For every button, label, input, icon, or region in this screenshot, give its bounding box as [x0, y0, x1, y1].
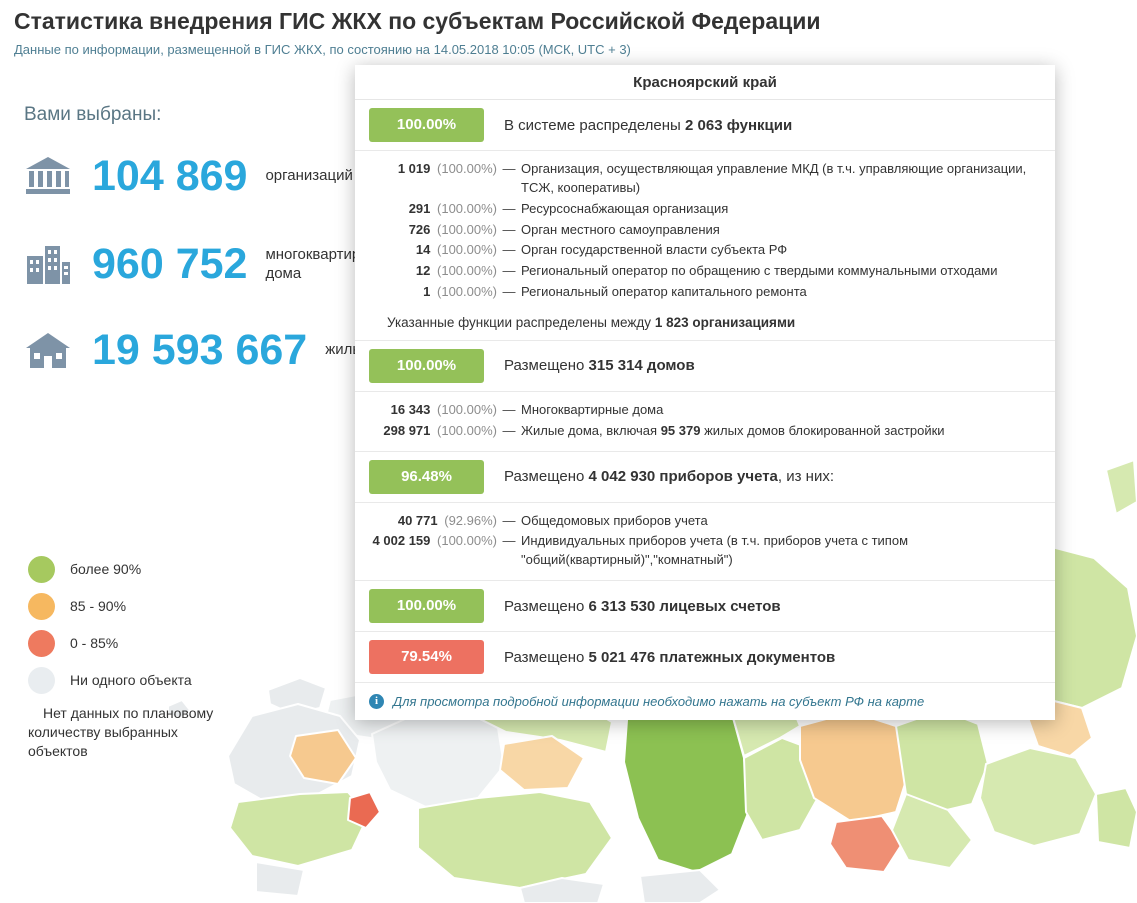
section-title: В системе распределены 2 063 функции	[504, 116, 793, 134]
breakdown-row: 298 971 (100.00%) — Жилые дома, включая …	[383, 422, 945, 438]
page-header: Статистика внедрения ГИС ЖКХ по субъекта…	[14, 8, 1114, 57]
map-region[interactable]	[499, 735, 585, 791]
house-icon	[16, 331, 80, 371]
section-title: Размещено 4 042 930 приборов учета, из н…	[504, 468, 834, 486]
selected-summary-label: Вами выбраны:	[24, 104, 162, 125]
functions-distribution-note: Указанные функции распределены между 1 8…	[387, 314, 796, 330]
popup-section-meters: 96.48% Размещено 4 042 930 приборов учет…	[355, 452, 1055, 582]
map-legend: более 90% 85 - 90% 0 - 85% Ни одного объ…	[28, 556, 223, 771]
legend-swatch-red	[28, 630, 55, 657]
map-region[interactable]	[371, 709, 505, 809]
percent-badge: 100.00%	[369, 348, 484, 383]
section-title: Размещено 315 314 домов	[504, 357, 695, 375]
page-title: Статистика внедрения ГИС ЖКХ по субъекта…	[14, 8, 821, 34]
breakdown-row: 1 (100.00%) — Региональный оператор капи…	[423, 284, 807, 300]
map-region[interactable]	[639, 869, 721, 903]
breakdown-row: 14 (100.00%) — Орган государственной вла…	[415, 242, 788, 258]
legend-swatch-green	[28, 556, 55, 583]
percent-badge: 79.54%	[369, 640, 484, 675]
popup-section-houses: 100.00% Размещено 315 314 домов 16 343 (…	[355, 341, 1055, 452]
stat-value: 19 593 667	[92, 326, 308, 374]
map-region[interactable]	[167, 699, 191, 720]
map-region[interactable]	[255, 861, 305, 897]
section-title: Размещено 5 021 476 платежных документов	[504, 648, 836, 666]
stat-label: организаций	[265, 167, 353, 185]
organization-building-icon	[16, 156, 80, 197]
map-region[interactable]	[229, 791, 369, 867]
legend-item-none: Ни одного объекта	[28, 667, 223, 694]
map-region[interactable]	[347, 791, 381, 829]
percent-badge: 100.00%	[369, 108, 484, 142]
map-region[interactable]	[267, 677, 327, 715]
breakdown-row: 4 002 159 (100.00%) — Индивидуальных при…	[372, 533, 909, 568]
popup-section-functions: 100.00% В системе распределены 2 063 фун…	[355, 100, 1055, 341]
data-as-of-subtitle: Данные по информации, размещенной в ГИС …	[14, 42, 631, 57]
legend-item-no-data: Нет данных по плановому количеству выбра…	[28, 705, 214, 759]
legend-item-green: более 90%	[28, 556, 223, 583]
legend-item-red: 0 - 85%	[28, 630, 223, 657]
popup-section-accounts: 100.00% Размещено 6 313 530 лицевых счет…	[355, 581, 1055, 633]
breakdown-row: 291 (100.00%) — Ресурсоснабжающая органи…	[408, 200, 729, 216]
map-region[interactable]	[891, 793, 973, 869]
map-region[interactable]	[289, 729, 357, 785]
breakdown-row: 726 (100.00%) — Орган местного самоуправ…	[408, 221, 720, 237]
breakdown-row: 1 019 (100.00%) — Организация, осуществл…	[397, 161, 1027, 195]
breakdown-row: 40 771 (92.96%) — Общедомовых приборов у…	[397, 512, 708, 528]
region-popup: Красноярский край 100.00% В системе расп…	[355, 65, 1055, 721]
breakdown-row: 12 (100.00%) — Региональный оператор по …	[415, 263, 998, 279]
info-icon: i	[369, 694, 384, 710]
percent-badge: 96.48%	[369, 459, 484, 494]
map-region[interactable]	[979, 747, 1097, 847]
map-region[interactable]	[799, 711, 911, 823]
percent-badge: 100.00%	[369, 589, 484, 624]
stat-value: 960 752	[92, 240, 248, 288]
map-region[interactable]	[829, 815, 903, 873]
breakdown-row: 16 343 (100.00%) — Многоквартирные дома	[390, 401, 664, 417]
legend-item-orange: 85 - 90%	[28, 593, 223, 620]
popup-hint-text: Для просмотра подробной информации необх…	[393, 694, 925, 710]
map-region[interactable]	[1095, 787, 1137, 849]
legend-swatch-gray	[28, 667, 55, 694]
stat-apartment-buildings: 960 752 многоквартирные дома	[16, 240, 390, 289]
popup-hint: i Для просмотра подробной информации нео…	[355, 683, 1055, 720]
map-region[interactable]	[417, 791, 613, 889]
region-popup-title: Красноярский край	[355, 65, 1055, 100]
map-region[interactable]	[519, 877, 605, 903]
map-region[interactable]	[1105, 459, 1137, 515]
legend-swatch-orange	[28, 593, 55, 620]
apartment-buildings-icon	[16, 244, 80, 286]
stat-value: 104 869	[92, 152, 248, 200]
stat-organizations: 104 869 организаций	[16, 152, 353, 201]
section-title: Размещено 6 313 530 лицевых счетов	[504, 597, 781, 615]
popup-section-payments: 79.54% Размещено 5 021 476 платежных док…	[355, 632, 1055, 684]
